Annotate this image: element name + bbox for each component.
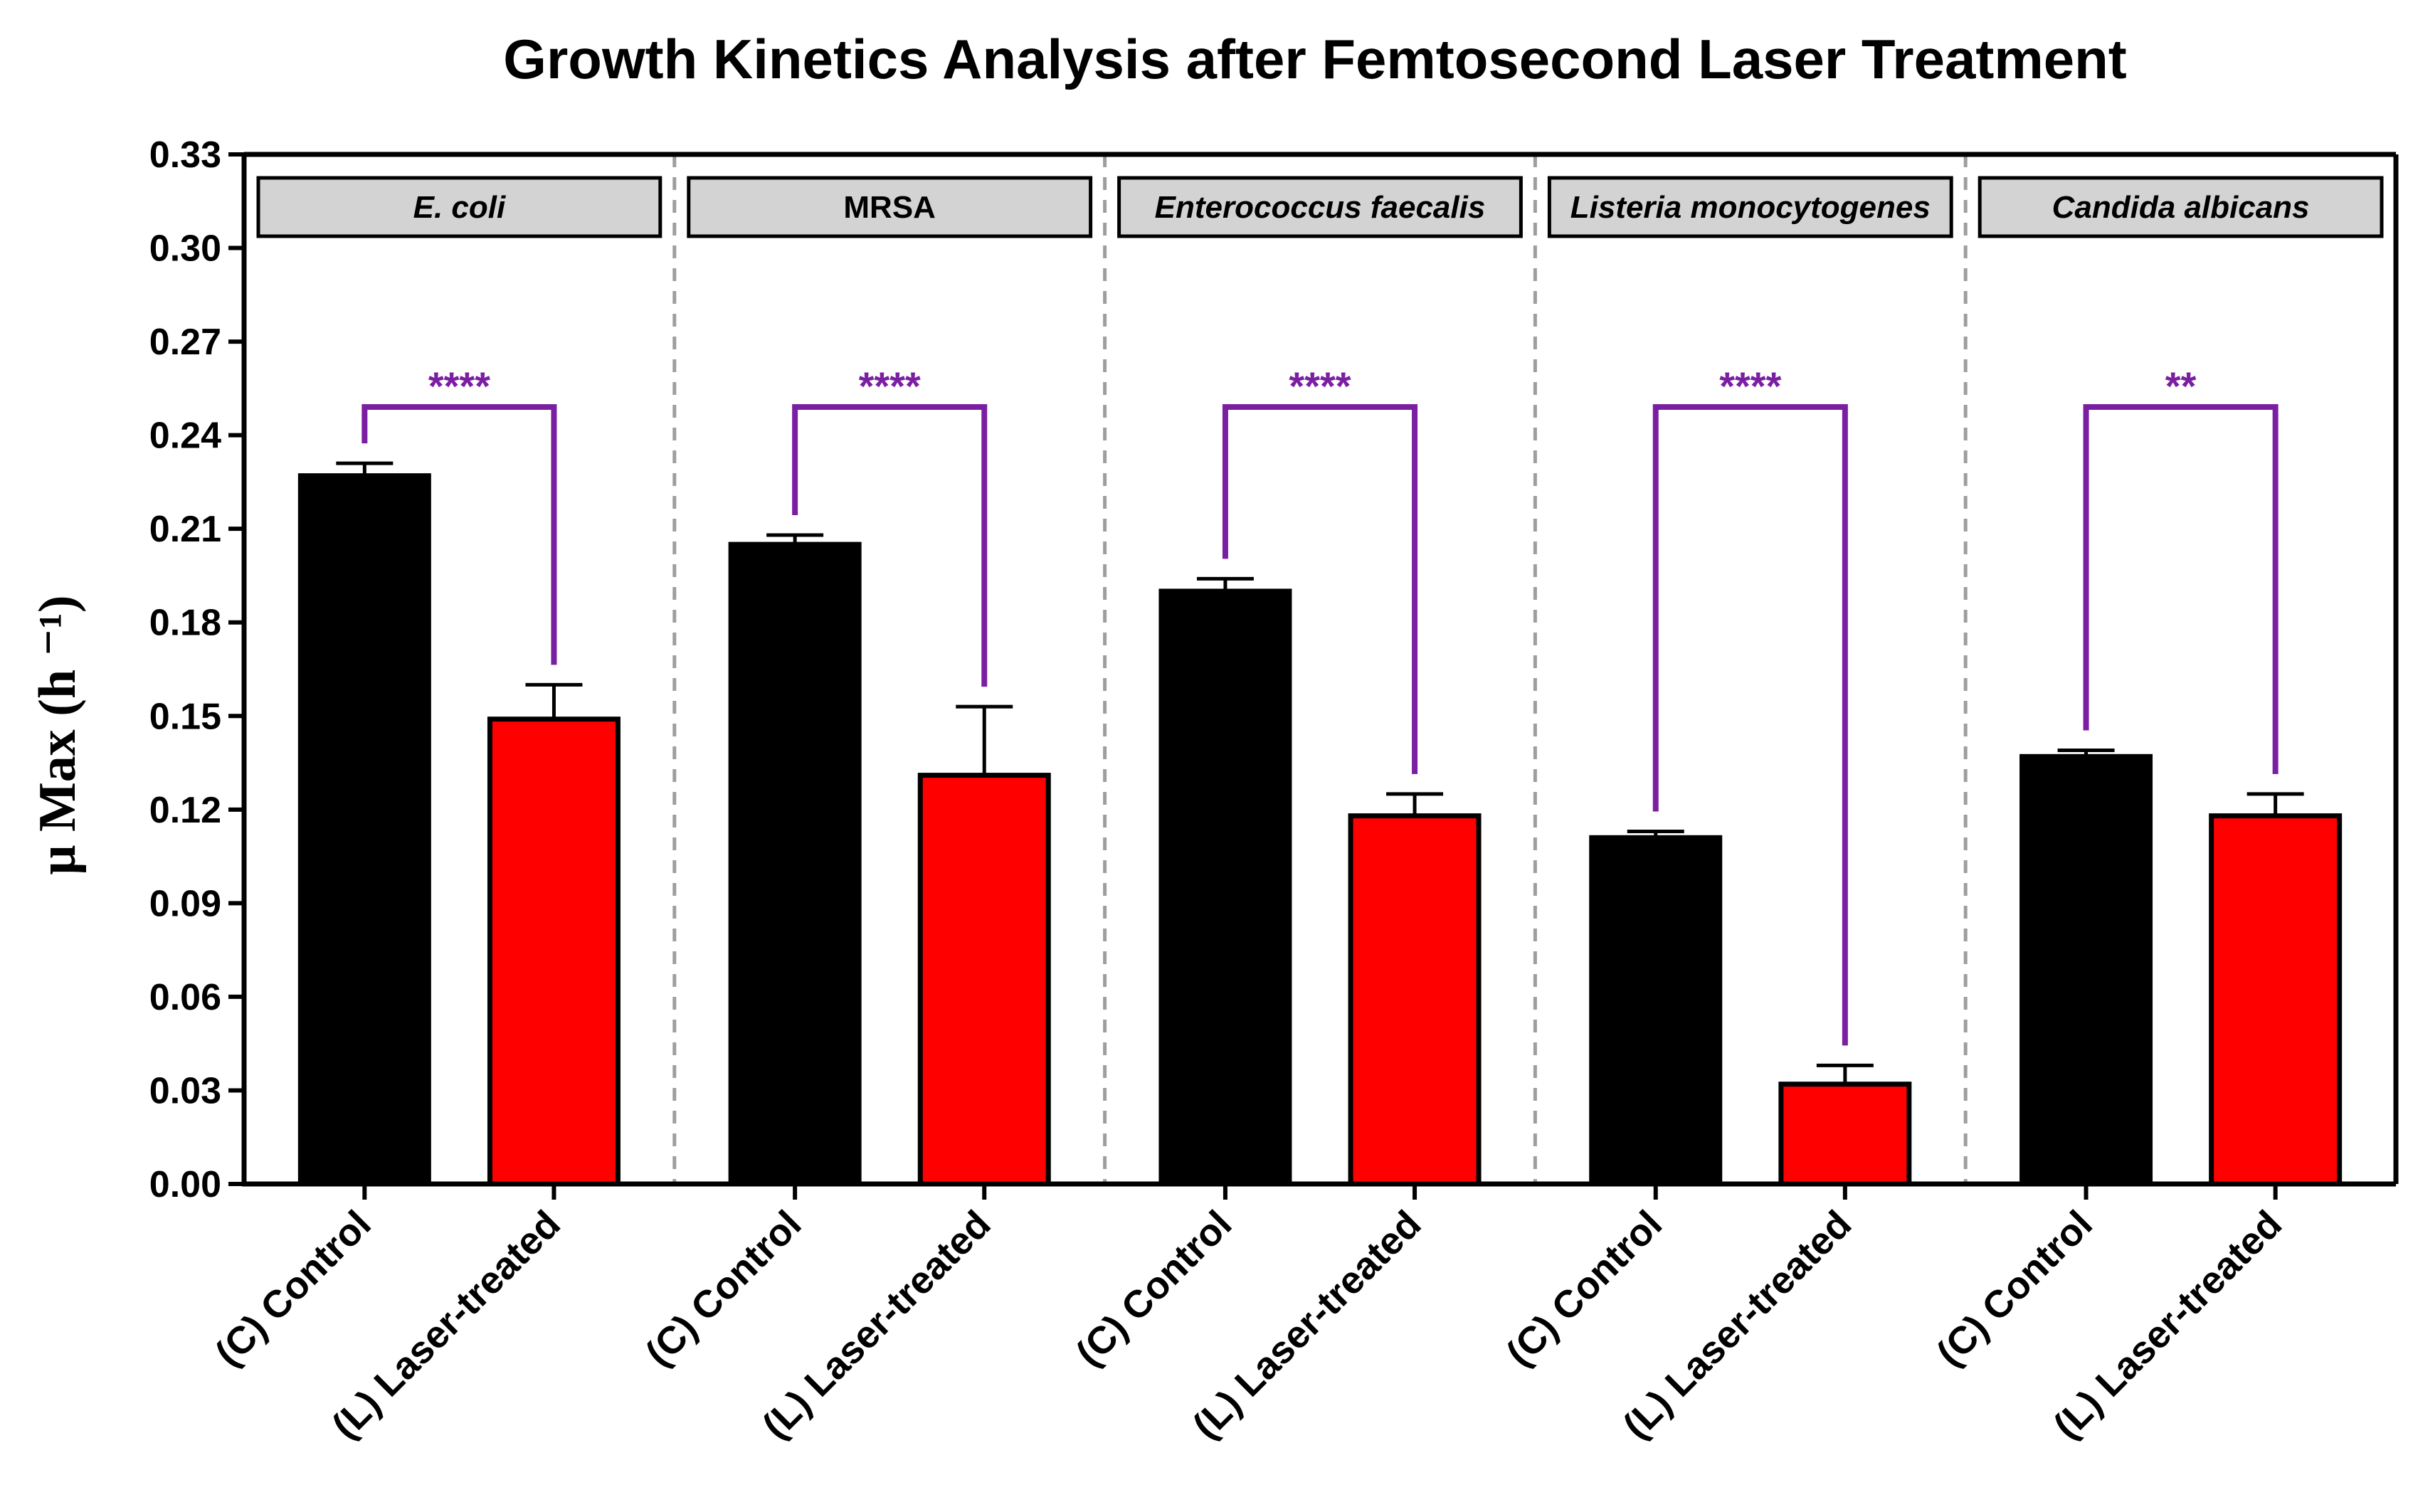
- y-tick-label: 0.06: [149, 977, 221, 1018]
- panel-label: E. coli: [413, 190, 506, 225]
- panel-label: MRSA: [843, 190, 936, 225]
- significance-label: ****: [1289, 364, 1351, 408]
- bar-control: [728, 541, 862, 1187]
- chart-title: Growth Kinetics Analysis after Femtoseco…: [503, 28, 2126, 90]
- y-tick-label: 0.33: [149, 134, 221, 176]
- panel-header: [1117, 176, 1523, 238]
- bar-control: [2019, 754, 2153, 1187]
- panel-label: Enterococcus faecalis: [1155, 190, 1486, 225]
- x-tick-label: (C) Control: [638, 1202, 810, 1375]
- bar-laser: [1778, 1082, 1912, 1187]
- significance-label: ****: [1719, 364, 1781, 408]
- y-tick-label: 0.09: [149, 883, 221, 924]
- bar-laser: [487, 717, 621, 1187]
- significance-label: ****: [428, 364, 490, 408]
- y-tick-label: 0.03: [149, 1070, 221, 1111]
- significance-bracket: [2083, 404, 2279, 774]
- bar-control: [1589, 835, 1723, 1187]
- y-tick-label: 0.15: [149, 696, 221, 737]
- panel-label: Listeria monocytogenes: [1570, 190, 1931, 225]
- y-tick-label: 0.24: [149, 416, 221, 457]
- panel-header: [256, 176, 662, 238]
- bar-control: [297, 473, 431, 1187]
- y-tick-label: 0.12: [149, 790, 221, 831]
- x-tick-label: (C) Control: [1068, 1202, 1240, 1375]
- panel-header: [1978, 176, 2384, 238]
- y-tick-label: 0.00: [149, 1164, 221, 1205]
- panel-header: [687, 176, 1093, 238]
- x-tick-label: (C) Control: [1928, 1202, 2101, 1375]
- significance-bracket: [361, 404, 557, 665]
- y-tick-label: 0.21: [149, 509, 221, 550]
- x-tick-label: (C) Control: [207, 1202, 379, 1375]
- significance-label: ****: [859, 364, 921, 408]
- plot-area: 0.00 0.03 0.06 0.09 0.12 0.15 0.18 0.21 0.24 0.27…: [149, 134, 2399, 1447]
- bar-laser: [917, 773, 1051, 1187]
- significance-label: **: [2165, 364, 2197, 408]
- significance-bracket: [792, 404, 988, 687]
- y-tick-label: 0.27: [149, 322, 221, 363]
- y-tick-label: 0.18: [149, 603, 221, 644]
- y-axis-label: μ Max (h ⁻¹): [28, 596, 87, 875]
- bar-control: [1158, 588, 1292, 1187]
- bar-laser: [2209, 813, 2343, 1187]
- panel-label: Candida albicans: [2052, 190, 2310, 225]
- significance-bracket: [1652, 404, 1848, 1046]
- significance-bracket: [1222, 404, 1418, 774]
- panel-header: [1547, 176, 1953, 238]
- x-tick-label: (C) Control: [1498, 1202, 1670, 1375]
- bar-laser: [1348, 813, 1482, 1187]
- y-tick-label: 0.30: [149, 228, 221, 270]
